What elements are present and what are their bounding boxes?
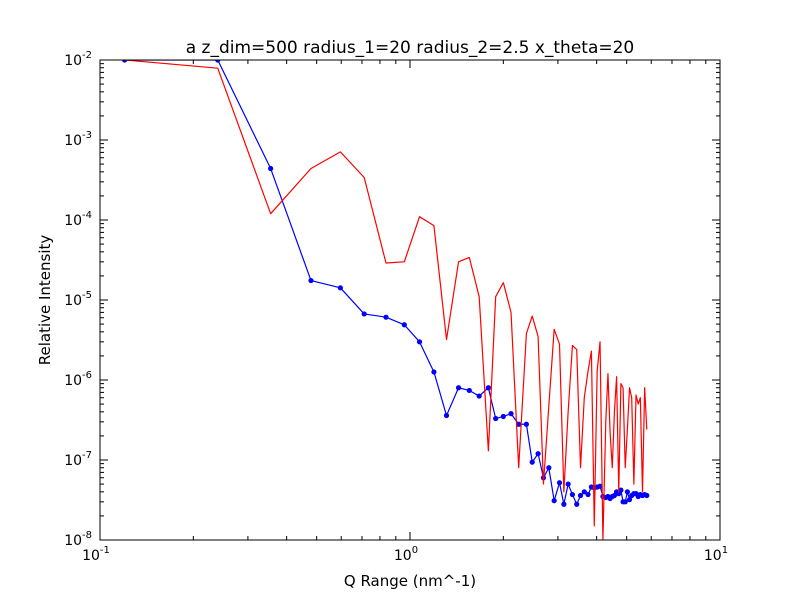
series-0-point <box>556 480 563 486</box>
y-tick-label: 10-2 <box>64 50 92 69</box>
series-0-point <box>585 491 591 498</box>
x-tick-label: 100 <box>394 545 418 564</box>
y-tick-base: 10 <box>64 373 82 389</box>
series-0-line <box>124 60 648 505</box>
y-tick-exponent: -5 <box>82 290 92 301</box>
series-0-point <box>622 499 628 505</box>
y-tick-label: 10-7 <box>64 450 92 469</box>
x-axis-label: Q Range (nm^-1) <box>344 572 476 590</box>
x-tick-label: 101 <box>704 545 728 564</box>
y-tick-base: 10 <box>64 453 82 469</box>
y-axis-label: Relative Intensity <box>36 235 54 366</box>
y-tick-exponent: -8 <box>82 530 92 541</box>
y-tick-label: 10-8 <box>64 530 92 549</box>
y-tick-base: 10 <box>64 133 82 149</box>
y-tick-label: 10-3 <box>64 130 92 149</box>
x-tick-base: 10 <box>394 548 412 564</box>
x-tick-exponent: 1 <box>722 545 728 556</box>
series-0-point <box>215 60 221 63</box>
series-0-point <box>535 451 541 457</box>
series-0-point <box>626 496 633 503</box>
series-0-point <box>546 465 552 471</box>
y-tick-label: 10-5 <box>64 290 92 309</box>
series-0-point <box>523 421 529 427</box>
series-0-point <box>508 411 514 417</box>
series-0-point <box>569 491 576 498</box>
y-tick-exponent: -7 <box>82 450 92 461</box>
series-1-line <box>124 60 648 540</box>
series-0-point <box>644 492 650 499</box>
series-0-point <box>476 393 482 399</box>
y-tick-base: 10 <box>64 533 82 549</box>
y-tick-base: 10 <box>64 53 82 69</box>
series-layer <box>122 60 650 540</box>
series-0-point <box>618 487 624 493</box>
y-tick-label: 10-4 <box>64 210 92 229</box>
series-0-point <box>529 459 535 465</box>
series-0-point <box>493 415 499 422</box>
series-0-point <box>383 314 389 320</box>
series-0-point <box>561 501 567 507</box>
series-0-point <box>431 369 437 375</box>
x-tick-exponent: 0 <box>412 545 418 556</box>
y-tick-exponent: -3 <box>82 130 92 141</box>
series-0-point <box>416 339 423 345</box>
series-0-point <box>551 498 557 504</box>
series-0-point <box>565 481 571 487</box>
y-tick-base: 10 <box>64 213 82 229</box>
series-0-point <box>516 421 522 427</box>
series-0-point <box>485 385 491 391</box>
series-0-point <box>466 387 472 394</box>
series-0-point <box>577 492 584 499</box>
y-tick-label: 10-6 <box>64 370 92 389</box>
series-0-point <box>500 413 506 420</box>
x-tick-base: 10 <box>82 548 100 564</box>
x-tick-label: 10-1 <box>82 545 110 564</box>
series-0-point <box>268 165 274 172</box>
series-0-point <box>597 483 603 489</box>
y-tick-exponent: -2 <box>82 50 92 61</box>
series-0-point <box>337 285 343 291</box>
series-0-point <box>361 311 367 317</box>
series-0-point <box>574 501 580 507</box>
x-tick-exponent: -1 <box>100 545 110 556</box>
series-0-point <box>624 489 630 495</box>
y-tick-exponent: -6 <box>82 370 92 381</box>
x-tick-base: 10 <box>704 548 722 564</box>
series-0-point <box>308 277 314 284</box>
series-0-point <box>581 489 587 495</box>
y-tick-base: 10 <box>64 293 82 309</box>
series-0-point <box>455 385 462 391</box>
chart-title: a z_dim=500 radius_1=20 radius_2=2.5 x_t… <box>186 38 635 58</box>
y-tick-exponent: -4 <box>82 210 92 221</box>
series-0-point <box>443 412 450 419</box>
series-0-point <box>401 322 407 328</box>
